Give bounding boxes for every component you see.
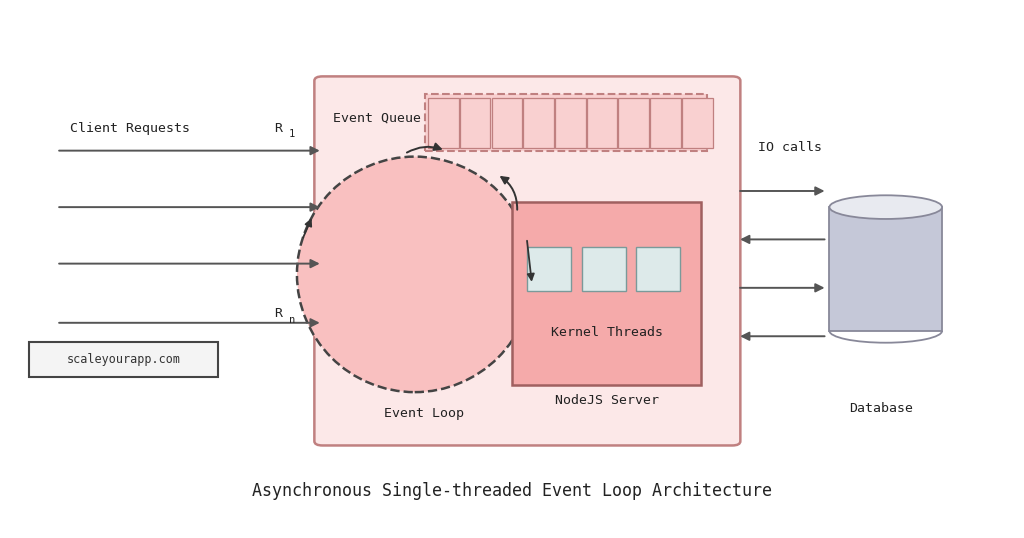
Text: 1: 1 xyxy=(289,129,295,139)
Ellipse shape xyxy=(829,195,942,219)
Bar xyxy=(829,207,942,331)
Bar xyxy=(582,247,626,291)
Text: R: R xyxy=(274,122,283,135)
Text: n: n xyxy=(289,315,295,325)
Text: Database: Database xyxy=(849,401,912,415)
Text: Event Loop: Event Loop xyxy=(384,407,464,420)
Bar xyxy=(428,98,459,148)
Bar xyxy=(830,207,941,219)
Bar xyxy=(682,98,713,148)
Bar xyxy=(587,98,617,148)
Bar xyxy=(650,98,681,148)
Ellipse shape xyxy=(297,157,532,392)
FancyBboxPatch shape xyxy=(314,76,740,445)
Bar xyxy=(29,342,218,377)
Bar xyxy=(512,202,701,385)
Text: NodeJS Server: NodeJS Server xyxy=(555,393,658,407)
Text: Client Requests: Client Requests xyxy=(70,122,189,135)
Bar xyxy=(460,98,490,148)
Bar xyxy=(492,98,522,148)
Text: Event Queue: Event Queue xyxy=(333,111,421,124)
Bar xyxy=(527,247,571,291)
Text: scaleyourapp.com: scaleyourapp.com xyxy=(67,352,180,366)
Bar xyxy=(636,247,680,291)
Text: Asynchronous Single-threaded Event Loop Architecture: Asynchronous Single-threaded Event Loop … xyxy=(252,483,772,500)
Bar xyxy=(555,98,586,148)
Bar xyxy=(523,98,554,148)
Text: R: R xyxy=(274,307,283,321)
Text: IO calls: IO calls xyxy=(758,140,821,154)
Bar xyxy=(425,94,707,151)
Bar xyxy=(618,98,649,148)
Text: Kernel Threads: Kernel Threads xyxy=(551,326,663,339)
